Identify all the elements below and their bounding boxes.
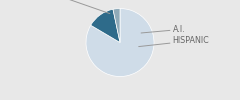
- Text: A.I.: A.I.: [141, 25, 185, 34]
- Wedge shape: [86, 8, 154, 76]
- Wedge shape: [91, 9, 120, 42]
- Text: HISPANIC: HISPANIC: [139, 36, 210, 47]
- Text: WHITE: WHITE: [38, 0, 110, 14]
- Wedge shape: [113, 8, 120, 42]
